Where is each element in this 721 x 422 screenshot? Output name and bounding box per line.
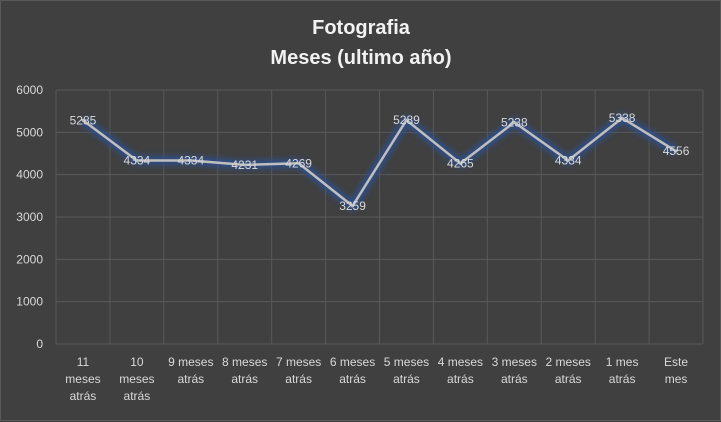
x-tick-label: Este mes bbox=[664, 355, 688, 386]
data-label: 5285 bbox=[70, 113, 97, 127]
data-label: 3259 bbox=[339, 199, 366, 213]
data-label: 5238 bbox=[501, 115, 528, 129]
data-point bbox=[189, 159, 193, 163]
y-tick-label: 3000 bbox=[16, 210, 43, 224]
x-tick-label: 3 meses atrás bbox=[492, 355, 537, 386]
data-label: 4556 bbox=[663, 144, 690, 158]
x-tick-label: 7 meses atrás bbox=[276, 355, 321, 386]
data-point bbox=[512, 120, 516, 124]
data-label: 4334 bbox=[555, 154, 582, 168]
data-point bbox=[81, 118, 85, 122]
x-tick-label: 9 meses atrás bbox=[168, 355, 213, 386]
y-tick-label: 6000 bbox=[16, 83, 43, 97]
data-label: 4269 bbox=[285, 156, 312, 170]
x-tick-label: 5 meses atrás bbox=[384, 355, 429, 386]
chart-title: Fotografia bbox=[312, 17, 411, 39]
series-line bbox=[82, 116, 677, 208]
x-tick-label: 11 meses atrás bbox=[65, 355, 100, 403]
x-tick-label: 1 mes atrás bbox=[606, 355, 639, 386]
x-axis-ticks: 11 meses atrás 10 meses atrás 9 meses atrás 8 me… bbox=[65, 355, 688, 403]
y-tick-label: 1000 bbox=[16, 295, 43, 309]
data-label: 4265 bbox=[447, 156, 474, 170]
series-group bbox=[80, 113, 679, 211]
data-label: 4231 bbox=[231, 158, 258, 172]
grid-lines bbox=[55, 89, 704, 345]
data-point bbox=[458, 161, 462, 165]
data-point bbox=[135, 159, 139, 163]
data-point bbox=[674, 149, 678, 153]
data-label: 5289 bbox=[393, 113, 420, 127]
data-label: 5338 bbox=[609, 111, 636, 125]
x-tick-label: 10 meses atrás bbox=[119, 355, 154, 403]
y-axis-ticks: 0 1000 2000 3000 4000 5000 6000 bbox=[16, 83, 43, 351]
y-tick-label: 5000 bbox=[16, 125, 43, 139]
data-point bbox=[351, 204, 355, 208]
data-label: 4334 bbox=[124, 154, 151, 168]
y-tick-label: 4000 bbox=[16, 168, 43, 182]
x-tick-label: 2 meses atrás bbox=[546, 355, 591, 386]
data-point bbox=[404, 118, 408, 122]
y-tick-label: 2000 bbox=[16, 252, 43, 266]
data-label: 4334 bbox=[177, 154, 204, 168]
data-point bbox=[620, 116, 624, 120]
chart-subtitle: Meses (ultimo año) bbox=[270, 47, 451, 69]
x-tick-label: 6 meses atrás bbox=[330, 355, 375, 386]
x-tick-label: 4 meses atrás bbox=[438, 355, 483, 386]
y-tick-label: 0 bbox=[36, 337, 43, 351]
x-tick-label: 8 meses atrás bbox=[222, 355, 267, 386]
data-point bbox=[243, 163, 247, 167]
data-point bbox=[297, 161, 301, 165]
data-labels: 5285 4334 4334 4231 4269 3259 5289 4265 5238 4334… bbox=[70, 111, 690, 213]
data-point bbox=[566, 159, 570, 163]
